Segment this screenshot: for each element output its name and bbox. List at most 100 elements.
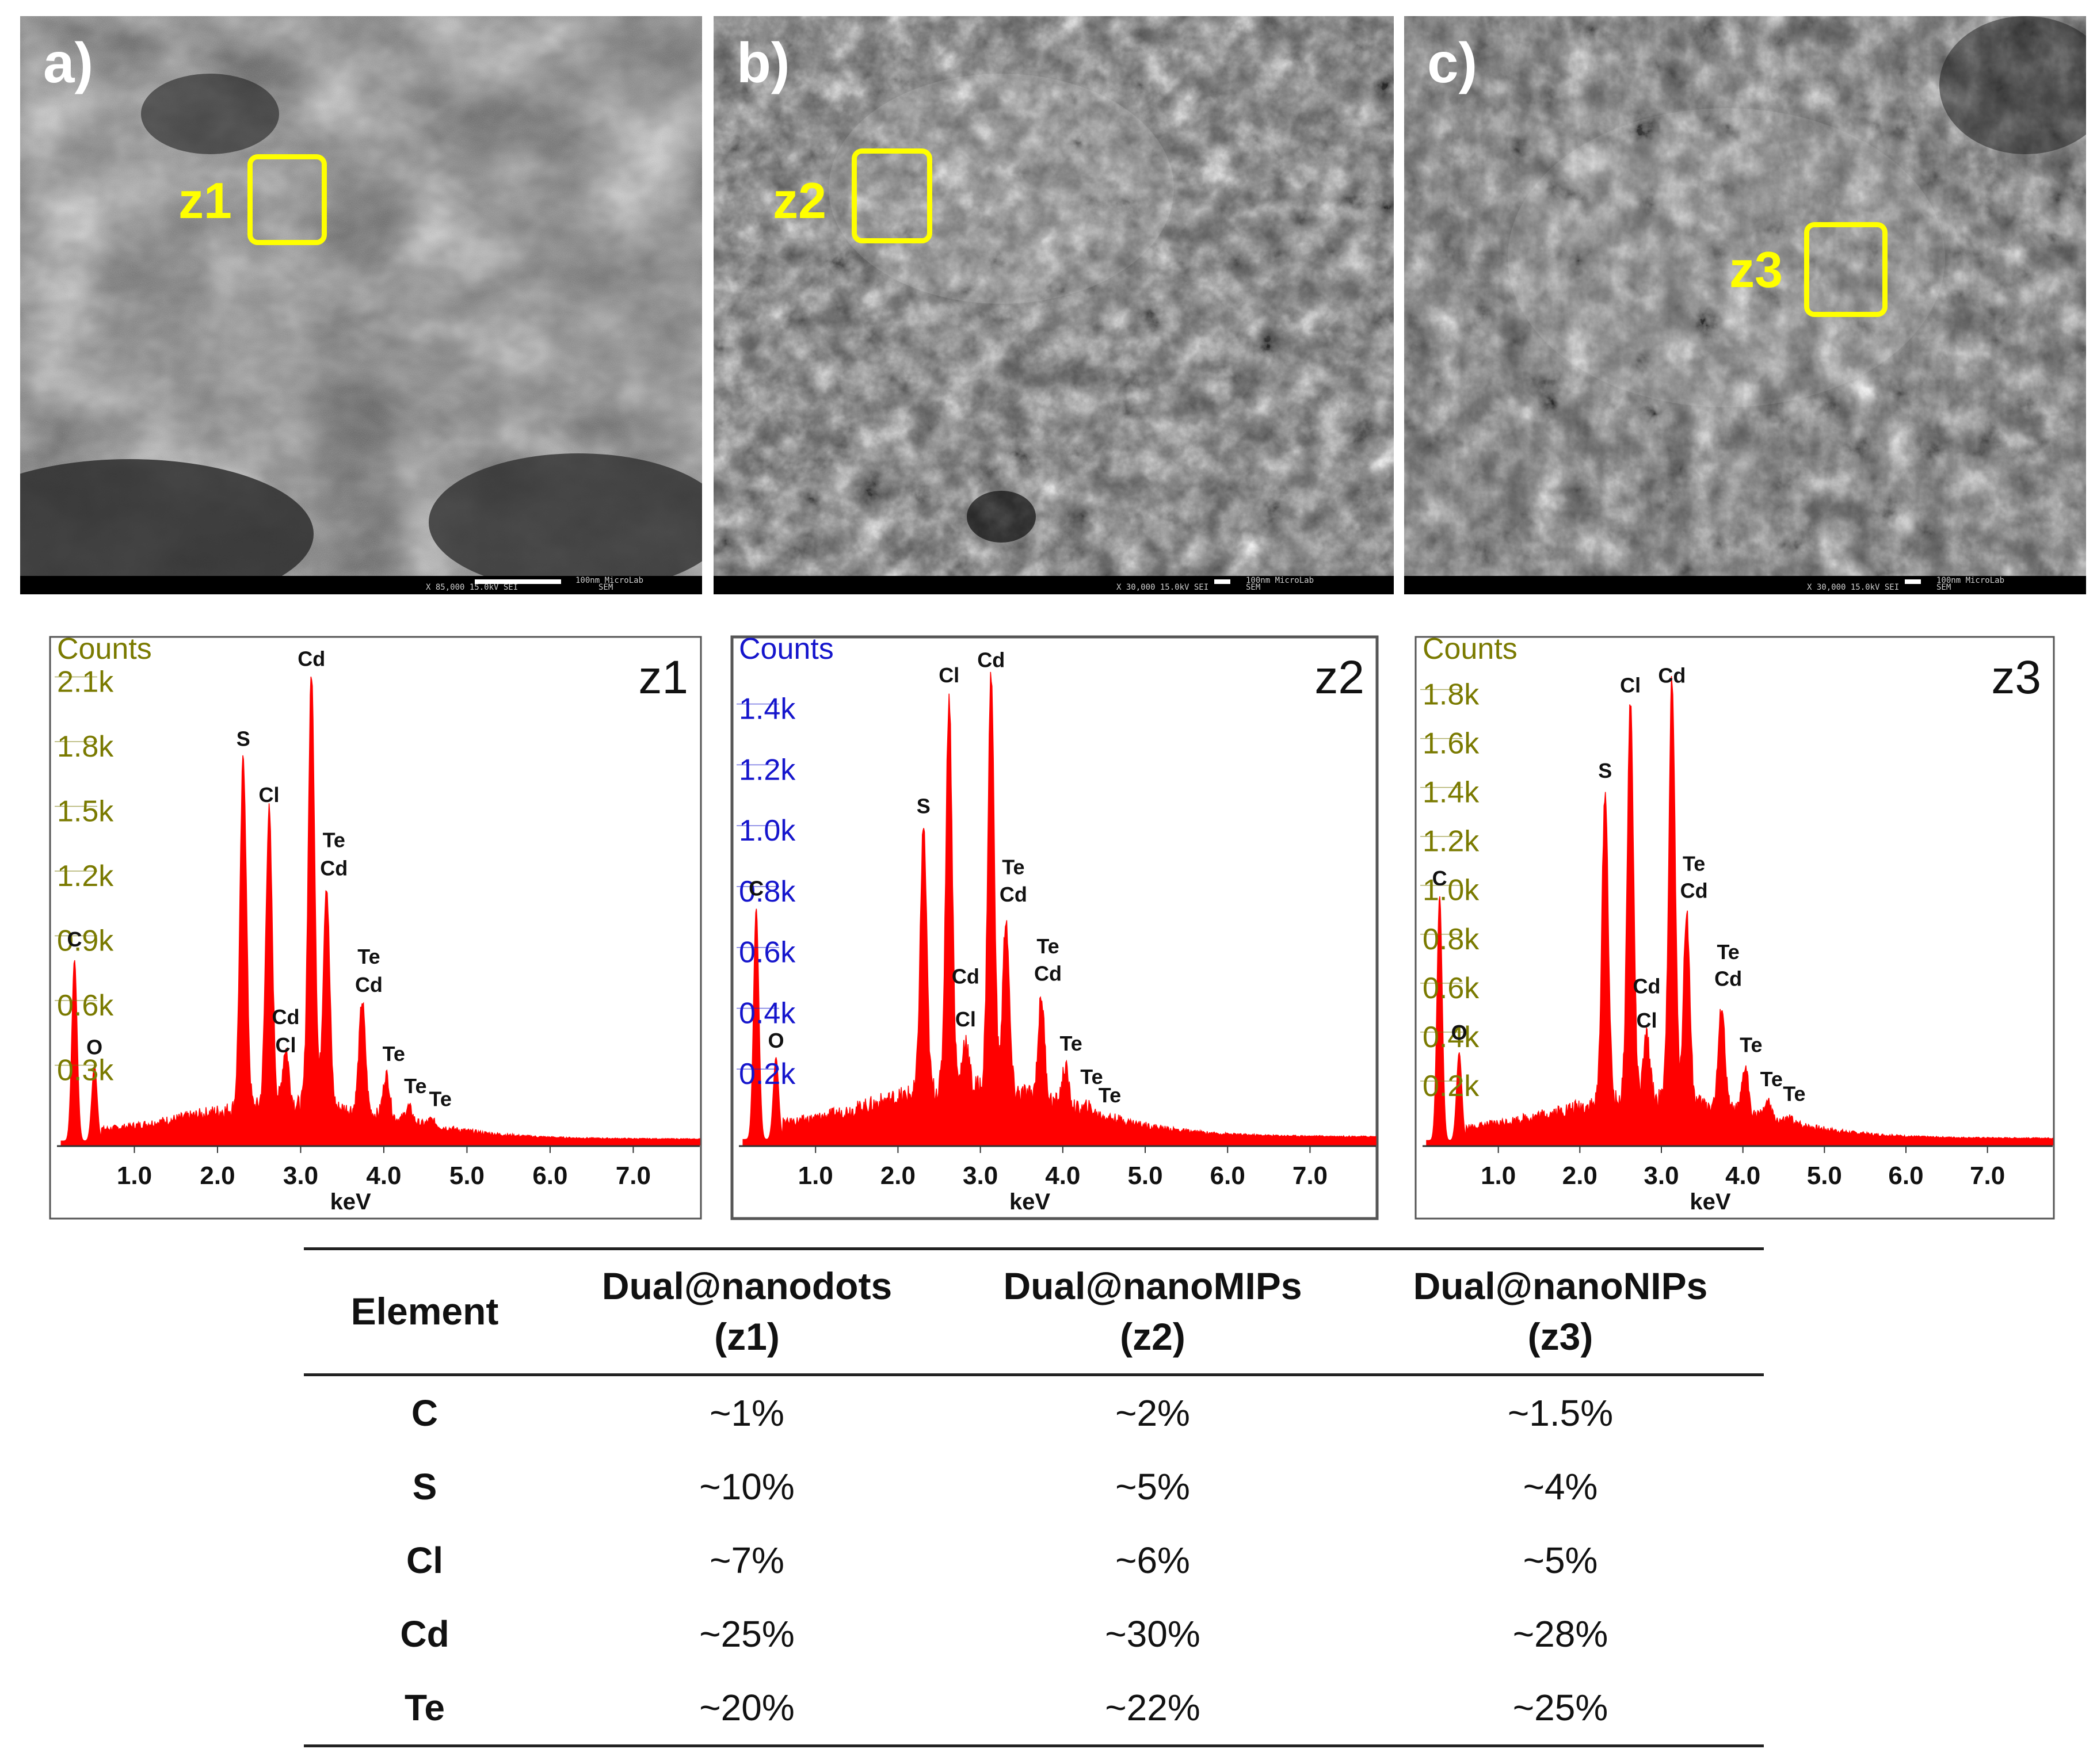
- y-tick-label: 1.8k: [57, 730, 114, 763]
- cell-value: ~1%: [710, 1392, 784, 1434]
- peak-label: Cd: [1714, 967, 1742, 991]
- peak-label: Cd: [1000, 883, 1027, 906]
- sem-mode-b: SEM: [1246, 583, 1261, 592]
- peak-label: Te: [1099, 1083, 1121, 1107]
- spectrum-zone-title: z2: [1314, 651, 1364, 704]
- zone-box-z1: [247, 154, 327, 245]
- y-tick-label: 0.2k: [739, 1057, 796, 1091]
- table-row: Cl ~7% ~6% ~5%: [304, 1524, 1764, 1597]
- y-tick-label: 1.0k: [739, 814, 796, 847]
- cell-value: ~2%: [1115, 1392, 1190, 1434]
- peak-label: Te: [1036, 934, 1059, 958]
- table-row: Cd ~25% ~30% ~28%: [304, 1597, 1764, 1671]
- panel-label-b: b): [737, 31, 790, 94]
- x-tick-label: 1.0: [1481, 1162, 1516, 1190]
- peak-label: Cd: [1680, 879, 1708, 902]
- y-tick-label: 2.1k: [57, 666, 114, 699]
- peak-label: C: [749, 876, 764, 900]
- table-header-row: Element Dual@nanodots (z1) Dual@nanoMIPs (…: [304, 1248, 1764, 1375]
- cell-element: Te: [405, 1687, 445, 1728]
- sem-info-bar-c: X 30,000 15.0kV SEI 100nm MicroLab SEM: [1404, 576, 2086, 594]
- spectrum-area: [1426, 676, 2053, 1146]
- peak-label: O: [768, 1029, 784, 1052]
- table-row: C ~1% ~2% ~1.5%: [304, 1375, 1764, 1450]
- y-tick-label: 1.2k: [1423, 825, 1480, 858]
- peak-label: C: [67, 927, 82, 951]
- composition-table: Element Dual@nanodots (z1) Dual@nanoMIPs (…: [304, 1247, 1764, 1747]
- header-z3-line2: (z3): [1527, 1315, 1593, 1358]
- cell-element: S: [412, 1466, 437, 1507]
- y-tick-label: 0.9k: [57, 925, 114, 958]
- eds-chart-z1: Counts 0.3k 0.6k 0.9k 1.2k 1.5k 1.8k 2.1k 1.0 2.0…: [49, 632, 702, 1220]
- x-tick-label: 7.0: [616, 1162, 651, 1190]
- x-tick-label: 6.0: [532, 1162, 567, 1190]
- peak-label: S: [1598, 759, 1612, 782]
- y-tick-label: 1.5k: [57, 795, 114, 828]
- peak-label: Cl: [275, 1033, 296, 1057]
- sem-texture-b: [714, 16, 1394, 594]
- peak-label: Te: [1059, 1032, 1082, 1055]
- y-tick-label: 0.8k: [739, 875, 796, 908]
- sem-scale-text-a: 100nm MicroLab: [575, 576, 644, 585]
- spectrum-area: [742, 671, 1377, 1146]
- sem-image-a: a) z1 X 85,000 15.0kV SEI 100nm MicroLab…: [20, 16, 702, 594]
- x-tick-label: 1.0: [117, 1162, 152, 1190]
- peak-label: Cd: [952, 965, 979, 988]
- peak-label: Cd: [1633, 974, 1661, 998]
- header-z3: Dual@nanoNIPs (z3): [1357, 1249, 1764, 1375]
- peak-label: Cd: [320, 856, 348, 880]
- y-tick-label: 0.6k: [739, 936, 796, 969]
- x-tick-label: 3.0: [963, 1162, 998, 1190]
- sem-image-b: b) z2 X 30,000 15.0kV SEI 100nm MicroLab…: [714, 16, 1394, 594]
- peak-label: Te: [323, 828, 345, 852]
- y-tick-label: 1.4k: [739, 693, 796, 726]
- peak-label: Te: [1002, 855, 1024, 879]
- peak-label: Cd: [977, 648, 1005, 672]
- peak-label: Cl: [955, 1007, 976, 1031]
- x-tick-label: 7.0: [1970, 1162, 2005, 1190]
- x-axis-label: keV: [1009, 1189, 1050, 1215]
- peak-label: Te: [1717, 940, 1739, 964]
- sem-mode-c: SEM: [1936, 583, 1951, 592]
- x-tick-label: 5.0: [449, 1162, 485, 1190]
- peak-label: S: [237, 727, 250, 750]
- x-tick-label: 4.0: [366, 1162, 401, 1190]
- peak-label: Te: [1783, 1082, 1805, 1105]
- sem-texture-a: [20, 16, 702, 594]
- zone-label-z1: z1: [178, 172, 232, 229]
- header-element: Element: [304, 1249, 546, 1375]
- peak-label: Cd: [298, 647, 325, 671]
- table-row: Te ~20% ~22% ~25%: [304, 1671, 1764, 1746]
- sem-info-bar-b: X 30,000 15.0kV SEI 100nm MicroLab SEM: [714, 576, 1394, 594]
- peak-label: O: [86, 1036, 102, 1059]
- x-tick-label: 3.0: [283, 1162, 318, 1190]
- peak-label: Cd: [1658, 663, 1686, 687]
- eds-chart-z3: Counts 0.2k 0.4k 0.6k 0.8k 1.0k 1.2k 1.4k 1.6k 1.…: [1414, 632, 2055, 1220]
- sem-mode-a: SEM: [598, 583, 613, 592]
- cell-value: ~30%: [1105, 1613, 1200, 1655]
- cell-value: ~7%: [710, 1540, 784, 1581]
- peak-label: Cd: [355, 973, 383, 996]
- peak-label: Te: [1080, 1065, 1103, 1089]
- x-tick-label: 4.0: [1725, 1162, 1760, 1190]
- y-tick-label: 1.2k: [57, 860, 114, 893]
- cell-value: ~10%: [699, 1466, 795, 1507]
- cell-value: ~6%: [1115, 1540, 1190, 1581]
- x-tick-label: 2.0: [880, 1162, 916, 1190]
- peak-label: Te: [404, 1074, 426, 1098]
- header-element-text: Element: [350, 1290, 499, 1332]
- cell-value: ~28%: [1512, 1613, 1608, 1655]
- sem-texture-c: [1404, 16, 2086, 594]
- x-tick-label: 5.0: [1127, 1162, 1162, 1190]
- cell-value: ~1.5%: [1507, 1392, 1614, 1434]
- header-z3-line1: Dual@nanoNIPs: [1413, 1265, 1708, 1307]
- peak-label: Te: [357, 945, 380, 968]
- peak-label: C: [1432, 866, 1447, 890]
- zone-box-z2: [852, 148, 932, 243]
- table-row: S ~10% ~5% ~4%: [304, 1450, 1764, 1524]
- cell-value: ~25%: [699, 1613, 795, 1655]
- eds-chart-z2: Counts 0.2k 0.4k 0.6k 0.8k 1.0k 1.2k 1.4k 1.0 2.0…: [730, 632, 1379, 1220]
- sem-scale-bar-c: [1905, 579, 1921, 584]
- spectrum-zone-title: z3: [1991, 651, 2041, 704]
- x-tick-label: 4.0: [1045, 1162, 1080, 1190]
